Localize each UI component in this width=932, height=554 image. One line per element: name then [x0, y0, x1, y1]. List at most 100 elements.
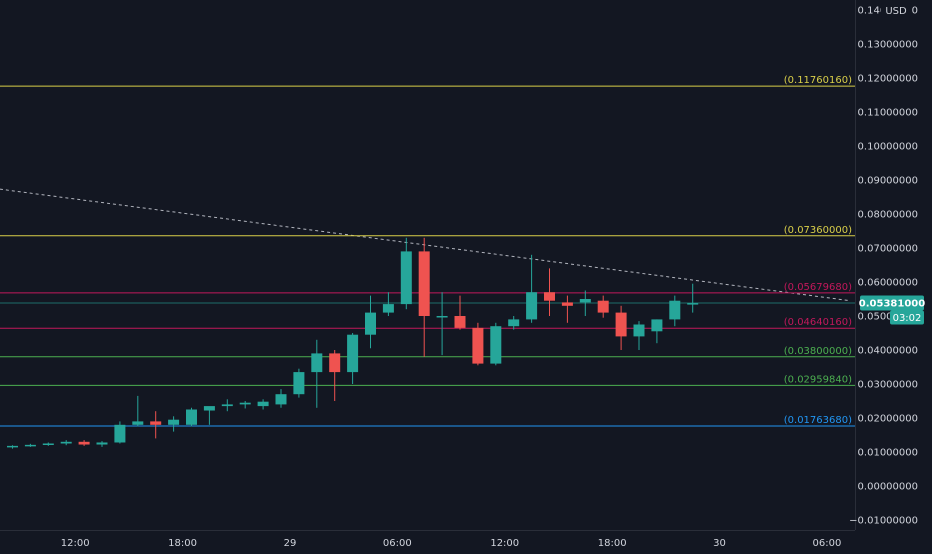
- candle-body: [7, 445, 18, 448]
- candle[interactable]: [150, 411, 162, 439]
- candle[interactable]: [132, 395, 144, 427]
- candle-body: [221, 404, 233, 407]
- candle-body: [669, 300, 681, 320]
- candle-body: [114, 424, 126, 443]
- candle[interactable]: [203, 406, 215, 425]
- candle-body: [418, 251, 430, 316]
- candle[interactable]: [472, 322, 484, 366]
- candle-body: [579, 299, 591, 303]
- candle[interactable]: [382, 292, 394, 316]
- current-price-badge-bg: [860, 295, 924, 311]
- candle-body: [257, 401, 269, 407]
- y-tick-label: 0.07000000: [858, 244, 918, 255]
- candle-body: [24, 444, 36, 447]
- candle-body: [78, 441, 90, 445]
- y-tick-label: 0.00000000: [858, 482, 918, 493]
- candle[interactable]: [24, 443, 36, 447]
- level-label: (0.07360000): [784, 225, 852, 236]
- currency-label[interactable]: USD: [885, 6, 907, 17]
- candle-body: [329, 353, 341, 373]
- y-tick-label: −0.01000000: [849, 516, 918, 527]
- candle-body: [633, 324, 645, 337]
- candle[interactable]: [168, 416, 180, 432]
- x-tick-label: 12:00: [490, 538, 519, 549]
- candle-body: [168, 419, 180, 425]
- candle[interactable]: [257, 399, 269, 410]
- candle[interactable]: [597, 295, 609, 318]
- candle[interactable]: [400, 237, 412, 310]
- candle-body: [436, 316, 448, 318]
- candle-body: [561, 302, 573, 306]
- candle[interactable]: [579, 290, 591, 317]
- candle-body: [544, 292, 555, 301]
- candle-body: [651, 319, 663, 332]
- candle[interactable]: [687, 283, 699, 313]
- candle[interactable]: [221, 399, 233, 412]
- currency-selector[interactable]: USD: [881, 3, 911, 18]
- candle-body: [293, 372, 305, 395]
- y-tick-label: 0.01000000: [858, 448, 918, 459]
- candle[interactable]: [436, 292, 448, 356]
- candle-body: [42, 443, 54, 445]
- candle-body: [150, 421, 162, 425]
- y-tick-label: 0.11000000: [858, 108, 918, 119]
- candle-body: [365, 312, 376, 335]
- candle[interactable]: [651, 319, 663, 344]
- level-label: (0.05679680): [784, 282, 852, 293]
- candle-body: [454, 316, 466, 328]
- candle[interactable]: [347, 333, 359, 384]
- trendline[interactable]: [0, 187, 851, 302]
- candle-body: [597, 300, 609, 313]
- candle[interactable]: [114, 421, 126, 444]
- level-label: (0.01763680): [784, 415, 852, 426]
- countdown-badge-bg: [890, 310, 924, 325]
- candle-body: [132, 421, 144, 425]
- candle[interactable]: [78, 440, 90, 446]
- y-tick-label: 0.03000000: [858, 380, 918, 391]
- y-tick-label: 0.13000000: [858, 40, 918, 51]
- candle[interactable]: [329, 350, 341, 401]
- candle-body: [60, 441, 72, 444]
- level-label: (0.02959840): [784, 374, 852, 385]
- candle[interactable]: [293, 368, 305, 398]
- candle-body: [311, 353, 323, 373]
- candle[interactable]: [418, 237, 430, 357]
- x-tick-label: 06:00: [383, 538, 412, 549]
- x-tick-label: 18:00: [168, 538, 197, 549]
- candle[interactable]: [508, 316, 520, 330]
- candle-body: [687, 303, 699, 305]
- candle[interactable]: [239, 401, 251, 409]
- countdown-badge: 03:02: [890, 310, 924, 325]
- x-tick-label: 12:00: [61, 538, 90, 549]
- y-tick-label: 0.09000000: [858, 176, 918, 187]
- candle[interactable]: [615, 305, 627, 350]
- y-tick-label: 0.08000000: [858, 210, 918, 221]
- candle-body: [382, 304, 394, 313]
- candle[interactable]: [561, 295, 573, 323]
- countdown-value: 03:02: [893, 313, 922, 324]
- candle-body: [472, 327, 484, 364]
- x-tick-label: 06:00: [813, 538, 842, 549]
- candle[interactable]: [454, 295, 466, 330]
- candle[interactable]: [42, 442, 54, 446]
- candle[interactable]: [544, 268, 555, 316]
- candle[interactable]: [669, 295, 681, 327]
- candle[interactable]: [60, 440, 72, 446]
- candle[interactable]: [7, 445, 18, 449]
- candle[interactable]: [186, 407, 197, 427]
- candle[interactable]: [365, 295, 376, 349]
- candle[interactable]: [275, 389, 287, 408]
- candle[interactable]: [96, 441, 108, 447]
- y-tick-label: 0.02000000: [858, 414, 918, 425]
- candle[interactable]: [311, 339, 323, 408]
- current-price-badge[interactable]: 0.05381000: [859, 295, 925, 311]
- candle[interactable]: [633, 321, 645, 350]
- x-tick-label: 18:00: [598, 538, 627, 549]
- current-price-value: 0.05381000: [859, 299, 925, 310]
- candle[interactable]: [526, 254, 538, 323]
- y-tick-label: 0.06000000: [858, 278, 918, 289]
- candle[interactable]: [490, 322, 502, 366]
- level-label: (0.11760160): [784, 75, 852, 86]
